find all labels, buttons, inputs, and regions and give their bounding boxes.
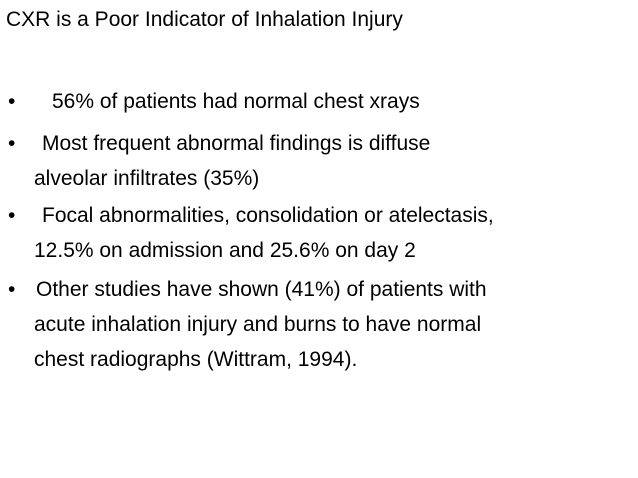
bullet-text: Focal abnormalities, consolidation or at… (42, 204, 494, 227)
bullet-text: alveolar infiltrates (35%) (34, 167, 260, 190)
bullet-text: 12.5% on admission and 25.6% on day 2 (34, 239, 416, 262)
bullet-marker: • (8, 204, 16, 227)
bullet-marker: • (8, 278, 16, 301)
bullet-text: Other studies have shown (41%) of patien… (36, 278, 487, 301)
bullet-marker: • (8, 132, 16, 155)
bullet-text: Most frequent abnormal findings is diffu… (42, 132, 431, 155)
bullet-text: chest radiographs (Wittram, 1994). (34, 348, 358, 371)
bullet-text: 56% of patients had normal chest xrays (52, 90, 420, 113)
bullet-text: acute inhalation injury and burns to hav… (34, 313, 482, 336)
slide-title: CXR is a Poor Indicator of Inhalation In… (6, 8, 403, 31)
bullet-marker: • (8, 90, 16, 113)
